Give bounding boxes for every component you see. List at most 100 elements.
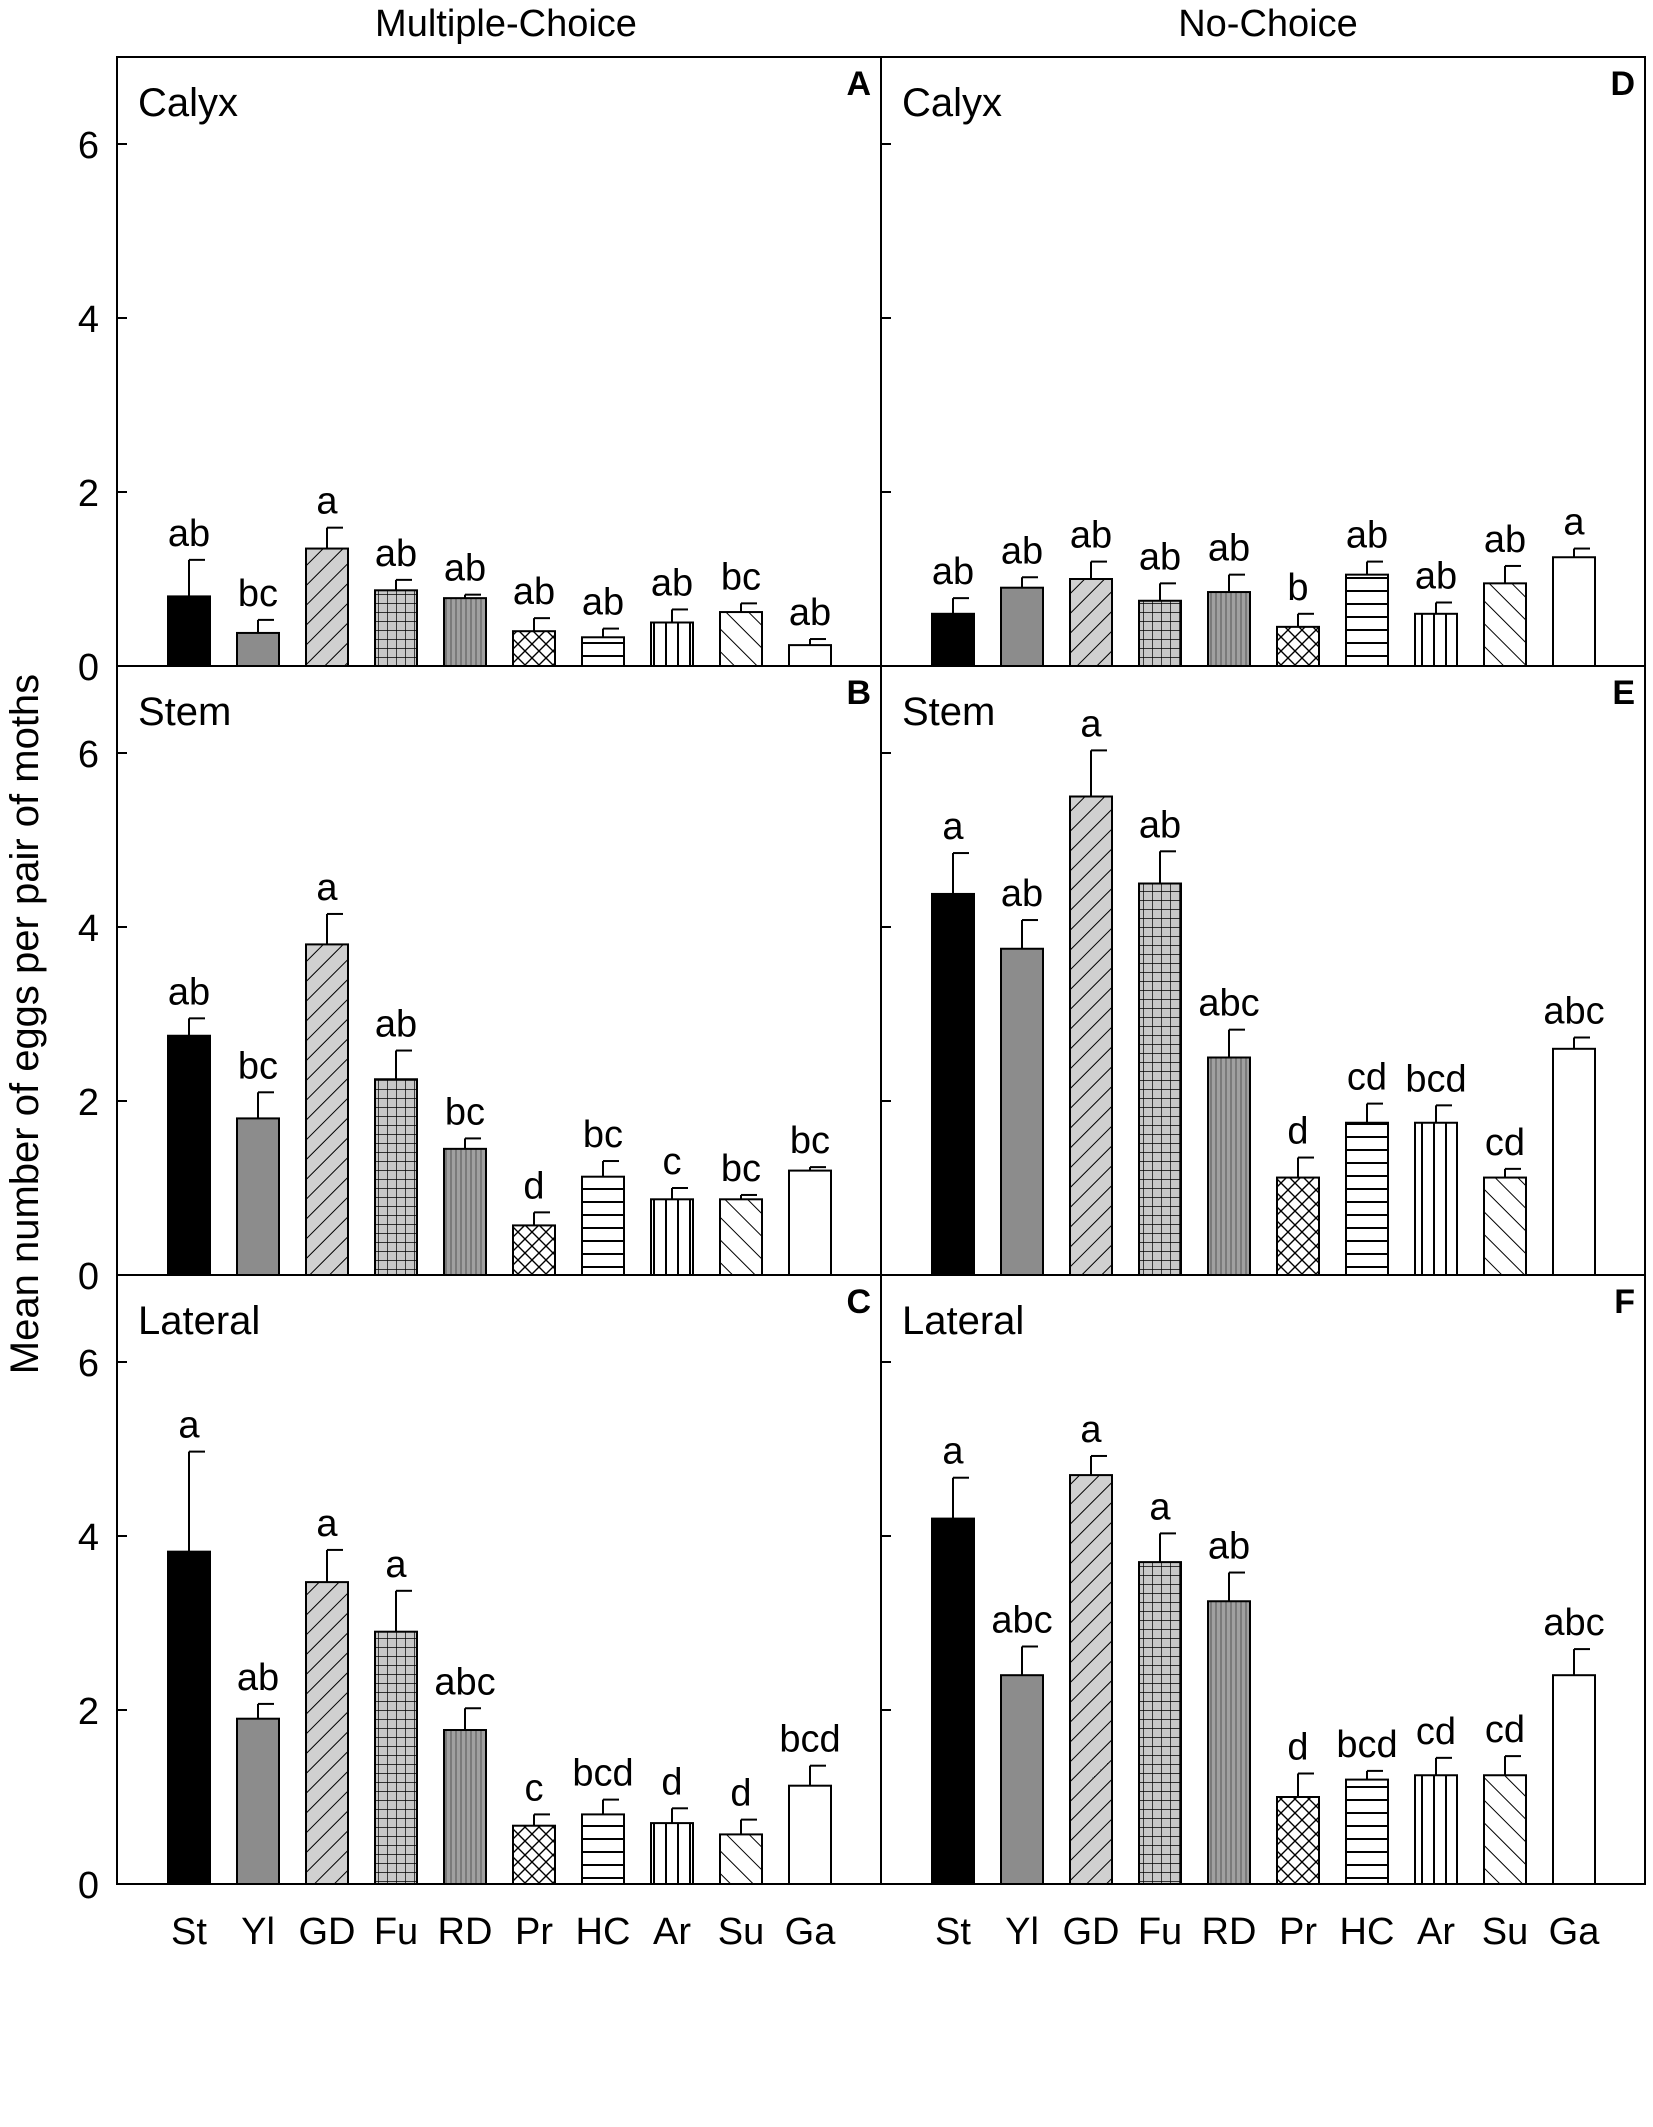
x-tick-label-gd: GD <box>1063 1911 1120 1953</box>
bar-yl <box>1000 586 1044 668</box>
bar-ga <box>1552 1674 1596 1885</box>
bar-pr <box>1276 1176 1320 1277</box>
bar-st <box>931 1517 975 1885</box>
significance-label: abc <box>1198 983 1259 1025</box>
significance-label: ab <box>168 971 210 1013</box>
significance-label: a <box>1080 1409 1102 1451</box>
bar-ar <box>1414 1774 1458 1885</box>
significance-label: bc <box>238 573 278 615</box>
bar-st <box>931 612 975 667</box>
significance-label: a <box>1563 502 1585 544</box>
x-tick-label-hc: HC <box>1340 1911 1395 1953</box>
panel-frame <box>880 1274 1646 1885</box>
y-tick-label: 0 <box>78 1865 99 1907</box>
significance-label: a <box>316 481 338 523</box>
panel-letter: D <box>1610 65 1635 103</box>
bar-st <box>167 595 211 668</box>
y-tick-label: 6 <box>78 1343 99 1385</box>
bar-fu <box>374 1630 418 1885</box>
bar-su <box>719 611 763 667</box>
bar-su <box>719 1833 763 1886</box>
panel-frame <box>116 1274 882 1885</box>
significance-label: a <box>942 806 964 848</box>
bar-ga <box>788 644 832 667</box>
bar-ga <box>788 1169 832 1276</box>
panel-letter: C <box>846 1283 871 1321</box>
bar-ga <box>788 1784 832 1885</box>
bar-hc <box>581 636 625 667</box>
bar-gd <box>1069 1474 1113 1885</box>
bar-yl <box>236 631 280 668</box>
significance-label: ab <box>444 548 486 590</box>
significance-label: a <box>1080 703 1102 745</box>
y-tick-label: 4 <box>78 908 99 950</box>
x-tick-label-su: Su <box>1482 1911 1528 1953</box>
significance-label: ab <box>1139 536 1181 578</box>
bar-yl <box>236 1117 280 1277</box>
bar-ar <box>1414 1121 1458 1276</box>
y-tick-label: 2 <box>78 1082 99 1124</box>
bar-pr <box>512 1224 556 1277</box>
bar-fu <box>1138 1561 1182 1885</box>
significance-label: abc <box>1543 990 1604 1032</box>
significance-label: ab <box>1001 530 1043 572</box>
y-tick-label: 0 <box>78 647 99 689</box>
y-tick-label: 2 <box>78 473 99 515</box>
x-tick-label-fu: Fu <box>1138 1911 1182 1953</box>
panel-frame <box>116 665 882 1276</box>
significance-label: ab <box>582 582 624 624</box>
x-tick-label-ar: Ar <box>1417 1911 1455 1953</box>
bar-gd <box>1069 795 1113 1276</box>
y-tick-label: 0 <box>78 1256 99 1298</box>
y-tick-label: 4 <box>78 1517 99 1559</box>
significance-label: cd <box>1485 1122 1525 1164</box>
x-tick-label-yl: Yl <box>1005 1911 1039 1953</box>
y-tick-label: 6 <box>78 734 99 776</box>
significance-label: abc <box>434 1661 495 1703</box>
significance-label: a <box>942 1431 964 1473</box>
panel-letter: F <box>1614 1283 1635 1321</box>
bar-hc <box>1345 573 1389 668</box>
x-tick-label-pr: Pr <box>515 1911 553 1953</box>
x-tick-label-st: St <box>171 1911 207 1953</box>
bar-gd <box>1069 578 1113 667</box>
bar-pr <box>512 1824 556 1885</box>
bar-hc <box>581 1813 625 1886</box>
panel-frame <box>880 56 1646 667</box>
bar-ar <box>650 1822 694 1885</box>
significance-label: cd <box>1347 1057 1387 1099</box>
bar-pr <box>512 630 556 668</box>
bar-rd <box>1207 1056 1251 1276</box>
significance-label: bcd <box>779 1719 840 1761</box>
location-label: Stem <box>902 690 995 734</box>
bar-ar <box>650 1198 694 1277</box>
bar-hc <box>1345 1121 1389 1276</box>
significance-label: a <box>1149 1486 1171 1528</box>
significance-label: b <box>1287 567 1308 609</box>
significance-label: ab <box>513 571 555 613</box>
bar-su <box>1483 1774 1527 1885</box>
x-tick-label-rd: RD <box>438 1911 493 1953</box>
significance-label: bc <box>721 556 761 598</box>
significance-label: bc <box>445 1091 485 1133</box>
significance-label: ab <box>168 513 210 555</box>
bar-fu <box>1138 882 1182 1276</box>
significance-label: cd <box>1485 1709 1525 1751</box>
bar-gd <box>305 943 349 1277</box>
significance-label: ab <box>237 1657 279 1699</box>
significance-label: d <box>661 1761 682 1803</box>
significance-label: ab <box>1139 804 1181 846</box>
significance-label: bc <box>238 1045 278 1087</box>
bar-rd <box>443 1147 487 1276</box>
bar-st <box>167 1034 211 1276</box>
significance-label: ab <box>1415 555 1457 597</box>
column-title-right: No-Choice <box>1178 3 1358 45</box>
x-tick-label-ar: Ar <box>653 1911 691 1953</box>
bar-ar <box>1414 612 1458 667</box>
bar-fu <box>374 589 418 667</box>
x-tick-label-su: Su <box>718 1911 764 1953</box>
significance-label: bc <box>721 1148 761 1190</box>
significance-label: abc <box>1543 1602 1604 1644</box>
